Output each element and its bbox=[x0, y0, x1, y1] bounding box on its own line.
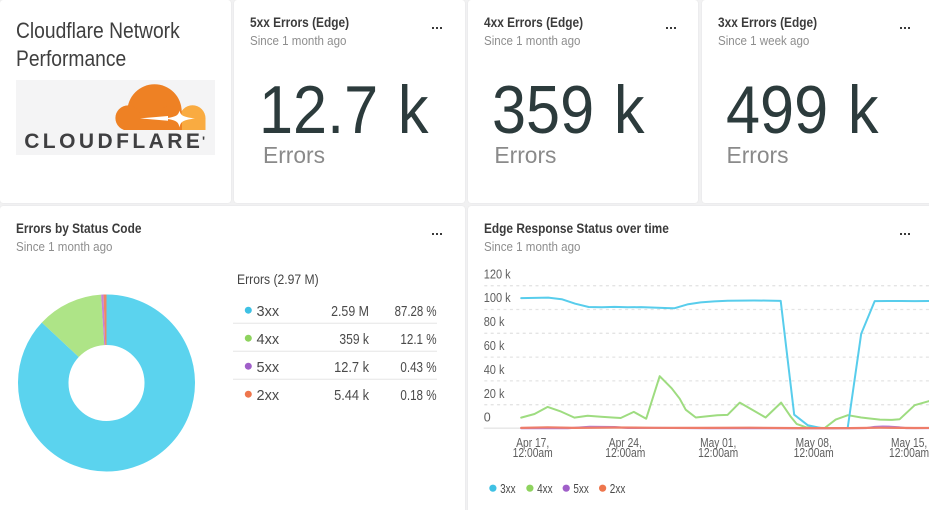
svg-text:5xx: 5xx bbox=[257, 360, 280, 376]
svg-text:87.28 %: 87.28 % bbox=[395, 304, 437, 320]
svg-text:3xx: 3xx bbox=[257, 304, 280, 320]
svg-text:May 01,: May 01, bbox=[700, 436, 736, 450]
svg-text:4xx: 4xx bbox=[537, 481, 553, 496]
svg-text:12:00am: 12:00am bbox=[698, 446, 738, 460]
svg-text:2.59 M: 2.59 M bbox=[331, 304, 369, 320]
svg-text:4xx: 4xx bbox=[257, 332, 280, 348]
svg-text:120 k: 120 k bbox=[484, 268, 512, 282]
svg-text:Apr 24,: Apr 24, bbox=[609, 436, 642, 450]
svg-text:20 k: 20 k bbox=[484, 387, 505, 401]
svg-text:12:00am: 12:00am bbox=[513, 446, 553, 460]
svg-text:0.18 %: 0.18 % bbox=[400, 388, 436, 404]
svg-text:12.1 %: 12.1 % bbox=[400, 332, 436, 348]
svg-text:12.7 k: 12.7 k bbox=[334, 360, 370, 376]
svg-text:80 k: 80 k bbox=[484, 315, 505, 329]
svg-text:5xx: 5xx bbox=[574, 481, 590, 496]
svg-text:May 08,: May 08, bbox=[796, 436, 832, 450]
svg-text:12:00am: 12:00am bbox=[606, 446, 646, 460]
svg-text:60 k: 60 k bbox=[484, 339, 505, 353]
svg-text:0: 0 bbox=[484, 411, 491, 425]
svg-text:5.44 k: 5.44 k bbox=[334, 388, 370, 404]
svg-text:Errors (2.97 M): Errors (2.97 M) bbox=[237, 271, 319, 287]
svg-text:12:00am: 12:00am bbox=[889, 446, 929, 460]
svg-text:40 k: 40 k bbox=[484, 363, 505, 377]
svg-text:100 k: 100 k bbox=[484, 291, 512, 305]
svg-text:359 k: 359 k bbox=[339, 332, 369, 348]
svg-text:CLOUDFLARE: CLOUDFLARE bbox=[24, 130, 203, 153]
svg-text:2xx: 2xx bbox=[610, 481, 626, 496]
svg-text:12:00am: 12:00am bbox=[794, 446, 834, 460]
svg-text:3xx: 3xx bbox=[500, 481, 516, 496]
svg-text:2xx: 2xx bbox=[257, 388, 280, 404]
svg-text:': ' bbox=[202, 134, 205, 149]
svg-text:Apr 17,: Apr 17, bbox=[516, 436, 549, 450]
svg-text:May 15,: May 15, bbox=[891, 436, 927, 450]
svg-text:0.43 %: 0.43 % bbox=[400, 360, 436, 376]
